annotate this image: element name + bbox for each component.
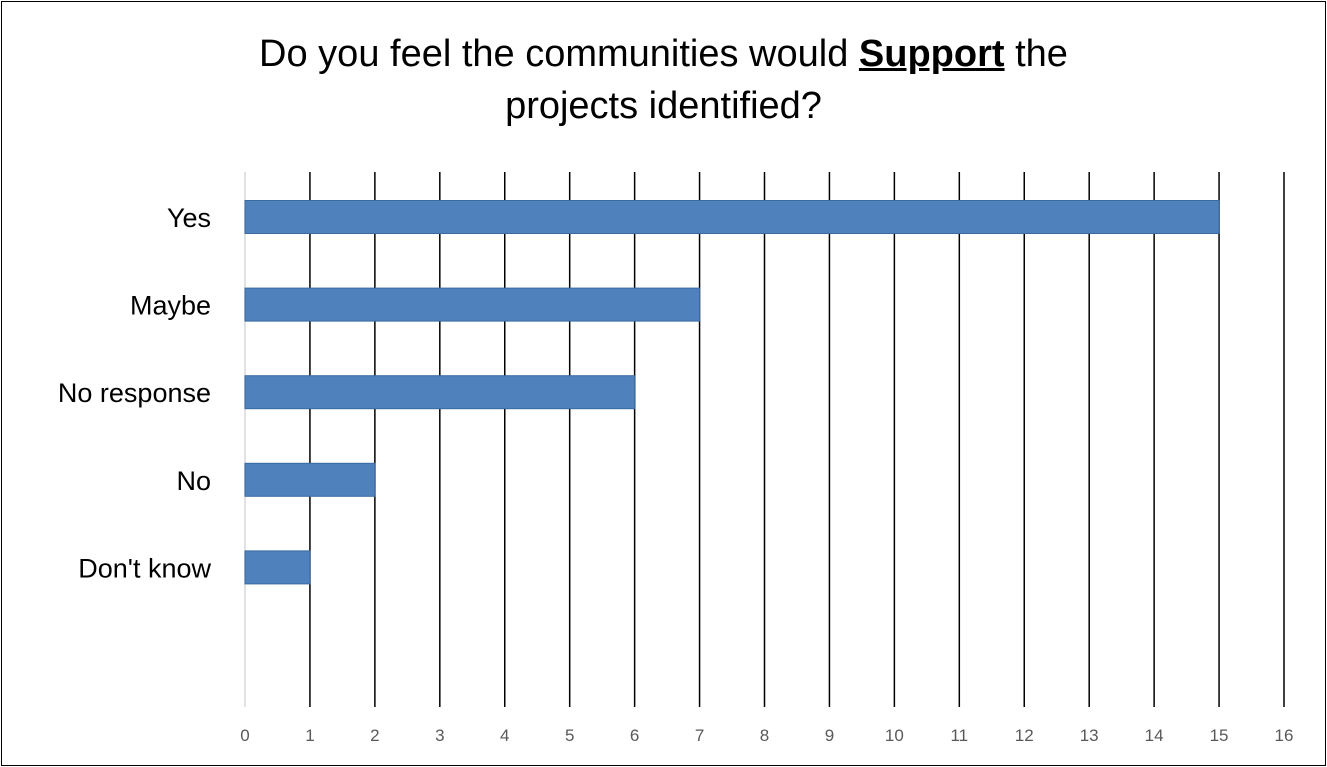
bar	[244, 200, 1220, 234]
chart-title: Do you feel the communities would Suppor…	[0, 28, 1327, 132]
x-tick-label: 8	[760, 726, 769, 745]
bar	[244, 375, 636, 410]
chart-title-line-1: Do you feel the communities would Suppor…	[0, 28, 1327, 80]
category-label: Maybe	[130, 291, 211, 321]
chart-title-text-end: the	[1004, 33, 1068, 75]
bar	[244, 287, 701, 322]
x-tick-label: 1	[305, 726, 314, 745]
x-tick-label: 4	[500, 726, 509, 745]
x-tick-label: 15	[1210, 726, 1229, 745]
x-tick-label: 3	[435, 726, 444, 745]
bar	[244, 550, 311, 585]
x-tick-label: 13	[1080, 726, 1099, 745]
category-label: No	[176, 466, 211, 496]
x-tick-label: 7	[695, 726, 704, 745]
bar	[244, 462, 376, 497]
x-tick-label: 10	[885, 726, 904, 745]
x-tick-label: 2	[370, 726, 379, 745]
chart-title-line-2: projects identified?	[505, 85, 822, 127]
category-label: No response	[58, 378, 211, 408]
category-label: Don't know	[78, 553, 211, 583]
x-tick-label: 5	[565, 726, 574, 745]
chart-title-text-start: Do you feel the communities would	[259, 33, 859, 75]
category-label: Yes	[167, 203, 211, 233]
x-tick-label: 11	[950, 726, 968, 745]
x-tick-label: 16	[1275, 726, 1294, 745]
chart-title-emphasis: Support	[858, 33, 1005, 75]
x-tick-label: 14	[1145, 726, 1164, 745]
x-tick-label: 9	[825, 726, 834, 745]
x-tick-label: 12	[1015, 726, 1034, 745]
x-tick-label: 6	[630, 726, 639, 745]
x-tick-label: 0	[240, 726, 249, 745]
